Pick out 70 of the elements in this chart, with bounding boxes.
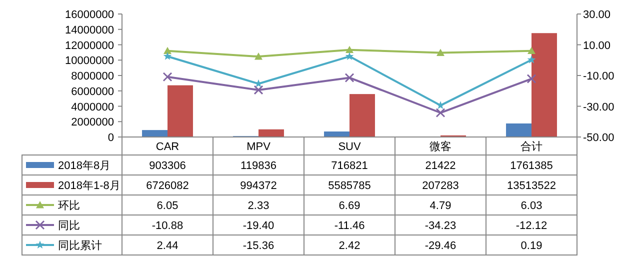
y2-tick-label: -30.00 [583,101,614,114]
data-label: 6.69 [338,200,360,212]
y-tick-label: 6000000 [71,86,114,98]
data-label: 13513522 [507,180,556,192]
bar [168,85,193,137]
y2-tick-label: 30.00 [583,9,611,21]
y-tick-label: 14000000 [65,24,114,36]
data-label: 6.05 [156,200,178,212]
point [163,52,172,60]
y-tick-label: 4000000 [71,101,114,114]
y-tick-label: 2000000 [71,116,114,129]
x-tick-label: 合计 [520,140,542,153]
y-tick-label: 12000000 [65,40,114,52]
point [527,55,536,64]
data-label: -29.46 [424,240,456,252]
data-label: -11.46 [334,220,365,232]
data-label: 6726082 [146,180,189,192]
point [436,108,446,118]
point [526,74,536,84]
data-label: 0.19 [520,240,542,252]
point [436,48,444,56]
point [164,46,172,54]
x-tick-label: CAR [156,141,180,153]
data-label: 994372 [240,180,277,192]
y2-tick-label: -50.00 [583,132,614,144]
point [254,85,264,95]
data-label: 5585785 [328,180,371,192]
bar [258,129,284,137]
data-label: -10.88 [152,220,184,232]
point [528,46,536,54]
data-label: -19.40 [242,220,274,232]
point [254,52,262,60]
data-label: 2.42 [338,240,360,252]
x-tick-label: MPV [246,141,272,153]
data-label: 21422 [425,160,456,172]
data-label: 1761385 [510,160,553,172]
data-label: 207283 [422,180,459,192]
x-tick-label: SUV [338,141,362,153]
data-label: 6.03 [520,200,542,212]
legend-label: 同比 [58,219,80,232]
bar [350,94,375,137]
y-tick-label: 0 [108,132,114,144]
data-label: 903306 [149,160,186,172]
legend-label: 2018年1-8月 [58,180,120,192]
data-label: 716821 [331,160,368,172]
y2-tick-label: -10.00 [583,70,614,82]
data-label: -12.12 [516,220,548,232]
point [345,52,354,60]
y-tick-label: 16000000 [65,9,114,21]
legend-label: 2018年8月 [58,160,111,172]
data-label: 4.79 [430,200,452,212]
data-label: -34.23 [424,220,456,232]
point [162,72,172,82]
bar [324,131,350,137]
data-label: 2.44 [156,240,178,252]
y-tick-label: 10000000 [65,55,114,68]
data-label: -15.36 [242,240,274,252]
y2-tick-label: 10.00 [583,40,611,52]
bar [532,33,557,137]
data-label: 119836 [240,160,276,172]
x-tick-label: 微客 [430,140,452,153]
legend-label: 环比 [58,199,80,212]
legend-label: 同比累计 [58,239,102,252]
y-tick-label: 8000000 [71,70,114,82]
bar [506,123,532,137]
bar [142,130,168,137]
point [346,46,354,54]
point [436,101,445,109]
data-label: 2.33 [248,200,270,212]
point [344,72,354,82]
